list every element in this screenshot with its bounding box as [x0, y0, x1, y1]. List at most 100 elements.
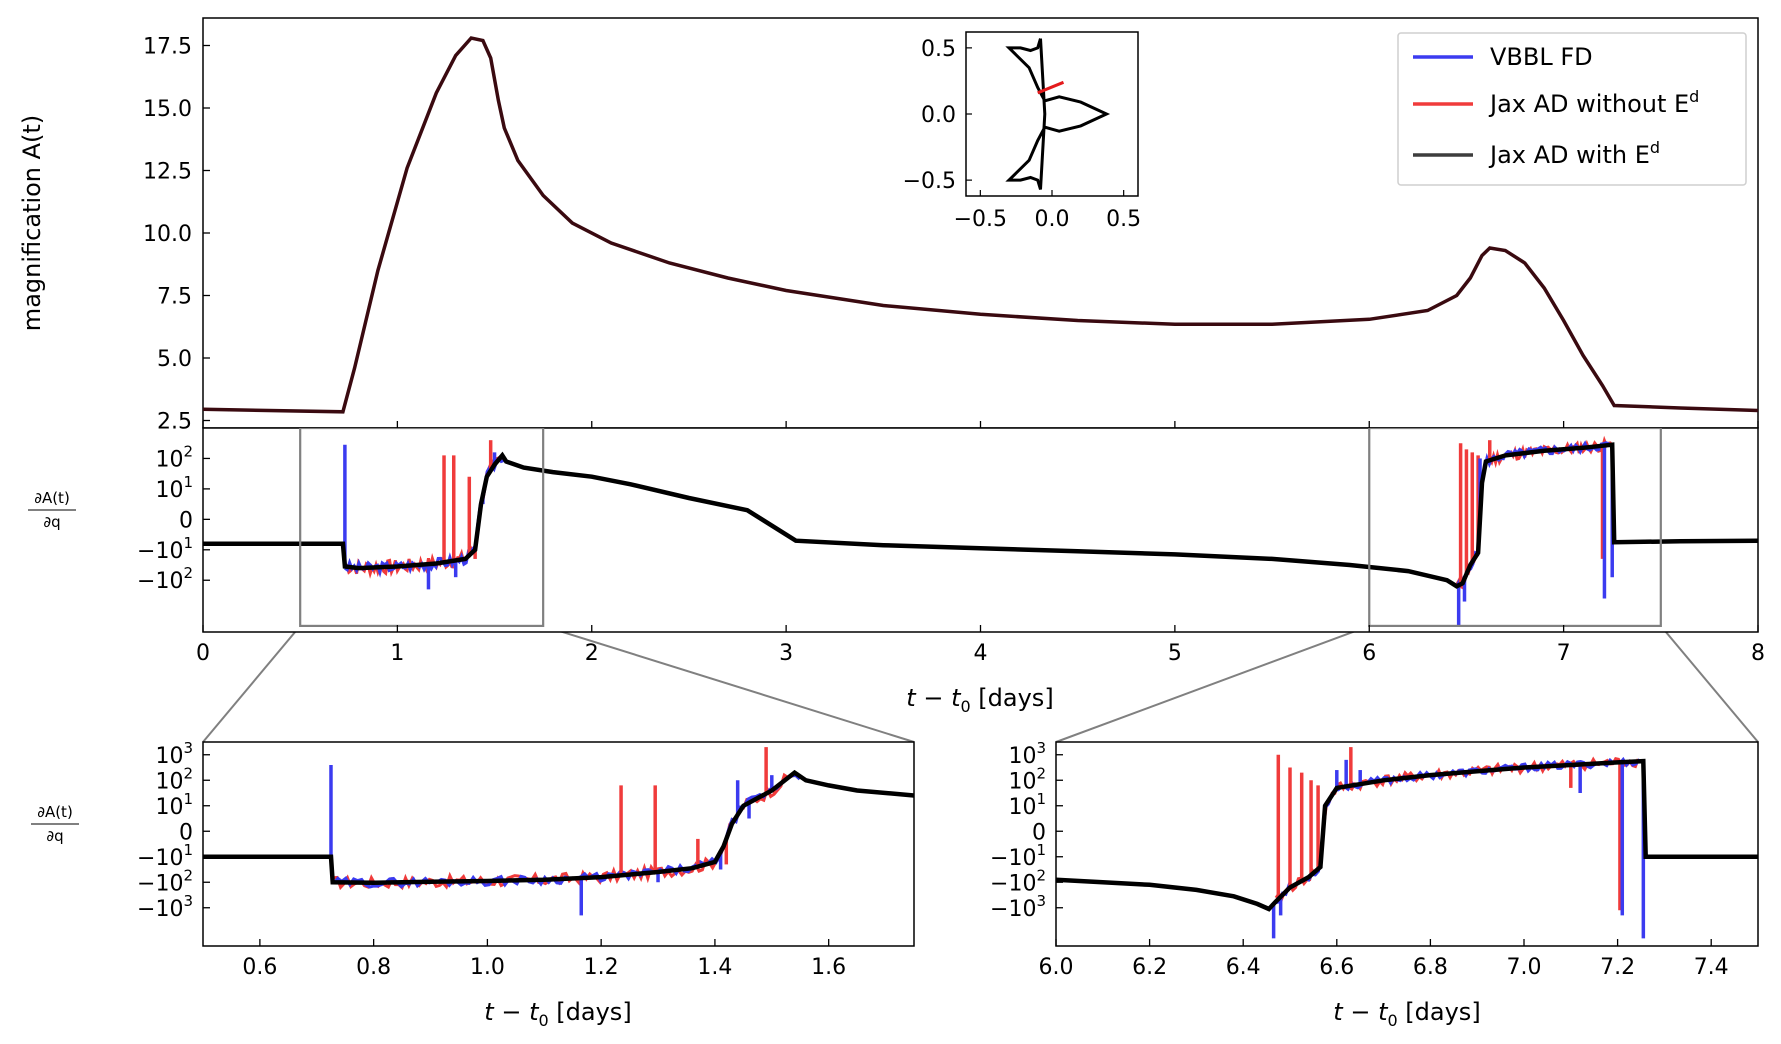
zr-ytick-label: 102 — [1008, 764, 1046, 794]
legend-label-vbbl: VBBL FD — [1490, 43, 1593, 71]
legend-box — [1397, 32, 1747, 186]
connector-line — [202, 625, 301, 743]
legend-label-jax-without: Jax AD without Ed — [1488, 87, 1699, 118]
x-label-unit: [days] — [549, 998, 632, 1026]
legend-label-jax-with-sup: d — [1650, 138, 1660, 157]
zr-ytick-label: 101 — [1008, 790, 1046, 820]
zr-ytick-label: −103 — [990, 892, 1046, 922]
der-xtick-label: 1 — [390, 641, 404, 666]
der-ytick-base: 0 — [179, 508, 193, 533]
derivative-y-label: ∂A(t) ∂q — [28, 489, 76, 531]
x-label-sub: 0 — [1387, 1011, 1397, 1030]
inset-ytick-label: 0.0 — [921, 103, 956, 128]
der-xtick-label: 3 — [779, 641, 793, 666]
der-xtick-label: 8 — [1751, 641, 1765, 666]
zr-xtick-label: 6.2 — [1132, 955, 1167, 980]
magnification-y-label: magnification A(t) — [18, 115, 46, 331]
zoom-boxes — [299, 428, 1662, 628]
zoom-right-jax-with-curve — [1056, 758, 1758, 912]
zr-xtick-label: 7.4 — [1694, 955, 1729, 980]
zl-xtick-label: 0.8 — [356, 955, 391, 980]
inset-ytick-label: 0.5 — [921, 37, 956, 62]
der-xtick-label: 2 — [585, 641, 599, 666]
der-ytick-label: −101 — [137, 534, 193, 564]
zr-ytick-base: −10 — [990, 846, 1036, 871]
zoom-left-y-label-num: ∂A(t) — [37, 803, 73, 821]
connector-line — [1055, 624, 1370, 743]
zr-xtick-label: 6.4 — [1226, 955, 1261, 980]
der-xtick-label: 5 — [1168, 641, 1182, 666]
zl-xtick-label: 0.6 — [242, 955, 277, 980]
zr-ytick-base: 10 — [1008, 744, 1036, 769]
mag-ytick-label: 12.5 — [143, 160, 192, 185]
inset-ticks: −0.5 0.0 0.5 −0.5 0.0 0.5 — [903, 37, 1142, 232]
zr-ytick-base: −10 — [990, 897, 1036, 922]
zl-ytick-exp: 3 — [183, 892, 193, 910]
zr-ytick-label: 103 — [1008, 739, 1046, 769]
zr-ytick-exp: 2 — [1036, 866, 1046, 884]
zr-xtick-label: 7.2 — [1600, 955, 1635, 980]
zl-ytick-base: 10 — [155, 795, 183, 820]
legend: VBBL FD Jax AD without Ed Jax AD with Ed — [1397, 32, 1747, 186]
mag-ytick-label: 17.5 — [143, 35, 192, 60]
zl-ytick-label: 103 — [155, 739, 193, 769]
zoom-left-y-label: ∂A(t) ∂q — [31, 803, 79, 845]
legend-label-jax-without-sup: d — [1689, 87, 1699, 106]
der-ytick-exp: 2 — [183, 442, 193, 460]
legend-label-jax-with: Jax AD with Ed — [1488, 138, 1660, 169]
der-ytick-label: 101 — [155, 473, 193, 503]
mag-ytick-label: 5.0 — [157, 347, 192, 372]
zr-ytick-label: −101 — [990, 841, 1046, 871]
zr-ytick-exp: 3 — [1036, 892, 1046, 910]
caustic-curve — [1005, 38, 1111, 190]
x-label-t: t − t — [906, 684, 962, 712]
zoom-connector-lines — [202, 624, 1759, 743]
zl-ytick-base: −10 — [137, 897, 183, 922]
zl-ytick-label: −103 — [137, 892, 193, 922]
mag-ytick-label: 7.5 — [157, 285, 192, 310]
zl-ytick-label: 0 — [179, 820, 193, 845]
zl-ytick-exp: 2 — [183, 866, 193, 884]
zl-ytick-label: −102 — [137, 866, 193, 896]
derivative-y-label-num: ∂A(t) — [34, 489, 70, 507]
connector-line — [542, 624, 915, 743]
zr-xtick-label: 6.6 — [1319, 955, 1354, 980]
connector-line — [1660, 625, 1759, 743]
inset-xtick-label: −0.5 — [954, 207, 1007, 232]
der-ytick-label: −102 — [137, 564, 193, 594]
zoom-right-axes-frame — [1055, 741, 1759, 947]
der-ytick-exp: 1 — [183, 473, 193, 491]
zoom-right-ticks: 6.0 6.2 6.4 6.6 6.8 7.0 7.2 7.41031021010−101−1… — [990, 739, 1729, 980]
x-label-t: t − t — [484, 998, 540, 1026]
zl-xtick-label: 1.0 — [470, 955, 505, 980]
inset-xtick-label: 0.0 — [1035, 207, 1070, 232]
zr-xtick-label: 7.0 — [1507, 955, 1542, 980]
inset-axes-frame — [965, 31, 1139, 197]
inset-ytick-label: −0.5 — [903, 169, 956, 194]
zoom-left-jax-with-curve — [203, 769, 914, 886]
zl-ytick-base: 0 — [179, 820, 193, 845]
zl-ytick-exp: 1 — [183, 841, 193, 859]
der-ytick-base: 10 — [155, 478, 183, 503]
zr-ytick-base: 10 — [1008, 769, 1036, 794]
x-label-sub: 0 — [960, 697, 970, 716]
zr-ytick-exp: 3 — [1036, 739, 1046, 757]
source-trajectory — [1037, 80, 1065, 95]
zr-ytick-base: 10 — [1008, 795, 1036, 820]
zr-ytick-label: 0 — [1032, 820, 1046, 845]
zr-ytick-exp: 1 — [1036, 841, 1046, 859]
zr-ytick-base: 0 — [1032, 820, 1046, 845]
zoom-box — [1368, 428, 1662, 628]
mag-ytick-label: 10.0 — [143, 222, 192, 247]
der-ytick-label: 102 — [155, 442, 193, 472]
x-label-unit: [days] — [1398, 998, 1481, 1026]
legend-label-jax-without-text: Jax AD without E — [1488, 90, 1689, 118]
zoom-left-panel: 0.6 0.8 1.0 1.2 1.4 1.61031021010−101−102−103… — [31, 739, 915, 1030]
der-ytick-base: 10 — [155, 447, 183, 472]
zr-ytick-label: −102 — [990, 866, 1046, 896]
zr-xtick-label: 6.8 — [1413, 955, 1448, 980]
zl-ytick-label: −101 — [137, 841, 193, 871]
